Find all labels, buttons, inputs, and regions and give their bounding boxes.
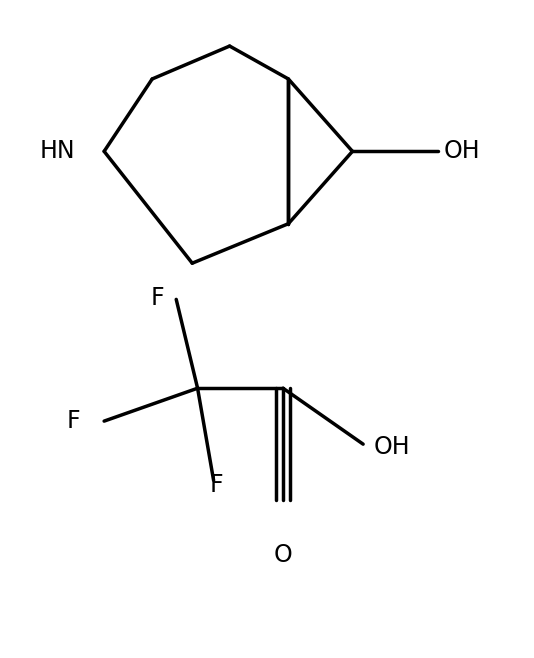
Text: F: F [209,473,223,497]
Text: F: F [151,286,164,310]
Text: OH: OH [374,436,411,459]
Text: HN: HN [39,139,75,163]
Text: F: F [66,409,80,433]
Text: O: O [273,543,293,567]
Text: OH: OH [443,139,480,163]
